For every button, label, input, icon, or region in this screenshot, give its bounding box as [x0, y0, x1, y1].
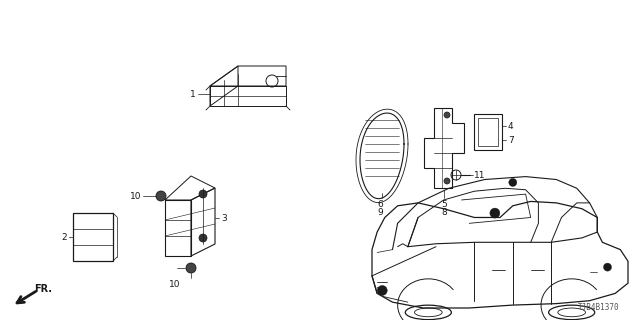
Circle shape	[444, 112, 450, 118]
Circle shape	[377, 285, 387, 295]
Circle shape	[604, 263, 612, 271]
Text: 11: 11	[474, 171, 486, 180]
Text: TJB4B1370: TJB4B1370	[579, 303, 620, 312]
Text: 8: 8	[441, 208, 447, 217]
Circle shape	[444, 178, 450, 184]
Text: 2: 2	[61, 233, 67, 242]
Text: 10: 10	[169, 280, 180, 289]
Text: 3: 3	[221, 213, 227, 222]
Text: 9: 9	[377, 208, 383, 217]
Text: 4: 4	[508, 122, 514, 131]
Circle shape	[199, 190, 207, 198]
Text: 7: 7	[508, 135, 514, 145]
Text: 6: 6	[377, 200, 383, 209]
Text: 5: 5	[441, 200, 447, 209]
Circle shape	[509, 179, 517, 187]
Circle shape	[199, 234, 207, 242]
Circle shape	[186, 263, 196, 273]
Text: 10: 10	[129, 191, 141, 201]
Text: FR.: FR.	[34, 284, 52, 294]
Circle shape	[156, 191, 166, 201]
Circle shape	[490, 208, 500, 218]
Text: 1: 1	[190, 90, 196, 99]
